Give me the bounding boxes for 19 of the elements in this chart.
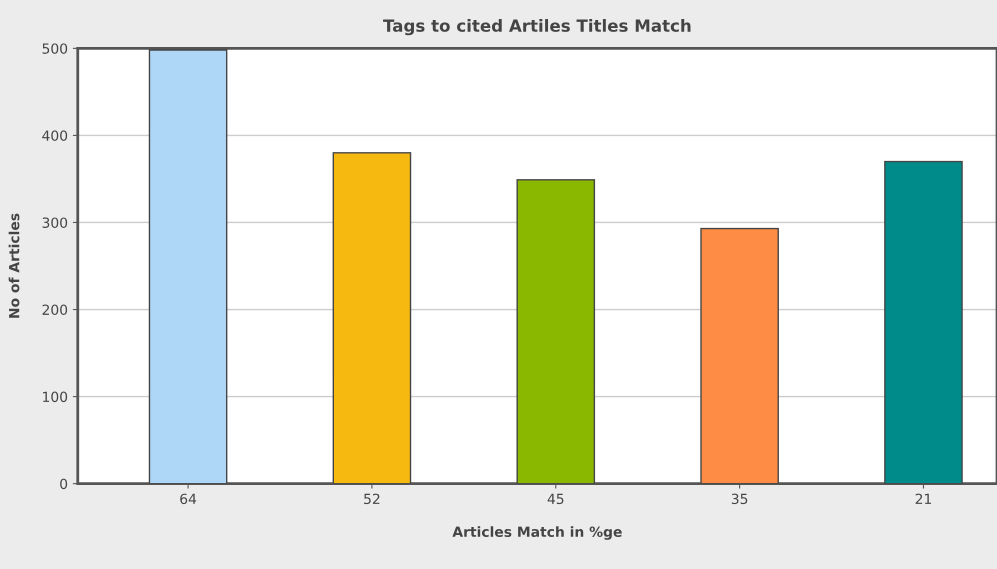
y-tick-label: 0: [60, 478, 68, 490]
y-tick-label: 500: [42, 43, 68, 54]
y-tick-label: 200: [42, 304, 68, 316]
y-axis-title: No of Articles: [8, 214, 20, 318]
y-tick-label: 100: [43, 392, 68, 402]
x-tick-label: 35: [732, 494, 748, 504]
x-tick-label: 45: [548, 494, 564, 504]
x-axis-title: Articles Match in %ge: [452, 526, 622, 540]
bar: [332, 152, 412, 484]
x-tick-label: 64: [180, 494, 196, 504]
x-tick-label: 52: [364, 494, 380, 504]
y-tick-label: 400: [42, 130, 68, 141]
chart-title: Tags to cited Artiles Titles Match: [383, 19, 690, 36]
bar: [148, 49, 228, 484]
bar: [884, 160, 963, 484]
x-tick-label: 21: [916, 494, 932, 504]
bar: [700, 228, 779, 484]
bar: [516, 179, 596, 484]
y-tick-label: 300: [42, 217, 68, 228]
